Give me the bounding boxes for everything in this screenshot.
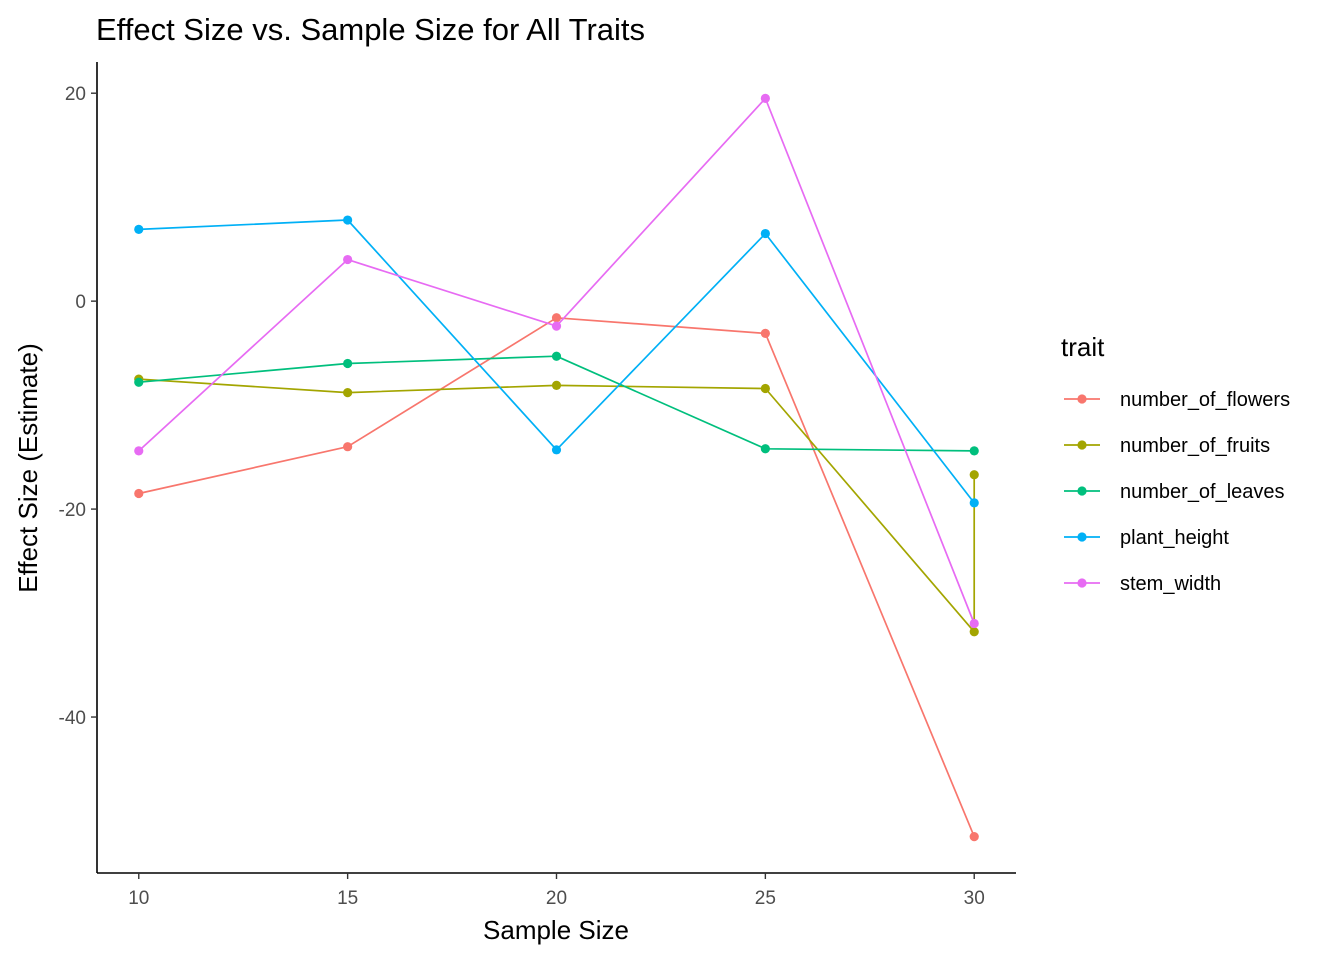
legend-key-point (1077, 532, 1087, 542)
data-point (969, 470, 979, 480)
data-point (760, 328, 770, 338)
series-line (138, 355, 975, 452)
data-point (551, 313, 562, 323)
legend-key-point (1077, 486, 1087, 496)
y-tick-label: -40 (59, 708, 86, 729)
series-plant-height (134, 215, 979, 508)
data-point (343, 358, 353, 369)
legend-label: stem_width (1120, 573, 1221, 595)
legend-label: number_of_flowers (1120, 389, 1290, 411)
y-tick-label: 20 (65, 84, 86, 105)
data-point (969, 627, 979, 637)
legend-key-point (1077, 578, 1087, 588)
series-number-of-leaves (134, 351, 979, 456)
x-axis-ticks: 10 15 20 25 30 (128, 873, 985, 909)
legend-key-point (1077, 394, 1087, 404)
legend-item: plant_height (1064, 527, 1229, 549)
data-point (343, 388, 353, 398)
data-point (343, 442, 353, 452)
legend-item: number_of_flowers (1064, 389, 1290, 411)
data-point (760, 228, 770, 239)
legend: trait number_of_flowersnumber_of_fruitsn… (1061, 332, 1290, 595)
legend-label: number_of_fruits (1120, 435, 1270, 457)
series-line (138, 316, 975, 837)
y-axis-ticks: 20 0 -20 -40 (59, 84, 97, 729)
data-point (969, 446, 979, 456)
chart-title: Effect Size vs. Sample Size for All Trai… (96, 12, 645, 47)
legend-title: trait (1061, 332, 1105, 362)
series-layer (134, 93, 979, 842)
y-tick-label: 0 (75, 292, 86, 313)
legend-item: number_of_fruits (1064, 435, 1270, 457)
x-tick-label: 25 (755, 888, 776, 909)
data-point (343, 254, 353, 265)
data-point (760, 383, 770, 394)
series-number-of-flowers (134, 313, 979, 842)
legend-label: plant_height (1120, 527, 1229, 549)
series-line (138, 378, 976, 633)
series-line (138, 97, 975, 624)
data-point (760, 93, 770, 103)
data-point (969, 498, 979, 508)
data-point (134, 446, 144, 456)
x-tick-label: 20 (546, 888, 567, 909)
plot-area (134, 93, 979, 842)
y-axis-label: Effect Size (Estimate) (13, 343, 43, 593)
data-point (551, 321, 562, 331)
data-point (551, 380, 562, 390)
series-number-of-fruits (134, 374, 979, 637)
data-point (343, 215, 353, 225)
data-point (760, 444, 770, 454)
y-tick-label: -20 (59, 500, 86, 521)
legend-key-point (1077, 440, 1087, 450)
legend-items: number_of_flowers number_of_fruits number_… (1064, 389, 1290, 595)
x-tick-label: 10 (128, 888, 149, 909)
data-point (134, 377, 144, 387)
data-point (134, 224, 144, 234)
data-point (969, 618, 979, 629)
data-point (551, 445, 562, 455)
x-tick-label: 15 (337, 888, 358, 909)
series-line (138, 219, 975, 504)
legend-item: stem_width (1064, 573, 1221, 595)
series-stem-width (134, 93, 979, 629)
legend-item: number_of_leaves (1064, 481, 1285, 503)
x-tick-label: 30 (964, 888, 985, 909)
legend-label: number_of_leaves (1120, 481, 1285, 503)
data-point (134, 488, 144, 499)
data-point (551, 351, 562, 361)
x-axis-label: Sample Size (483, 915, 629, 945)
data-point (969, 832, 979, 842)
